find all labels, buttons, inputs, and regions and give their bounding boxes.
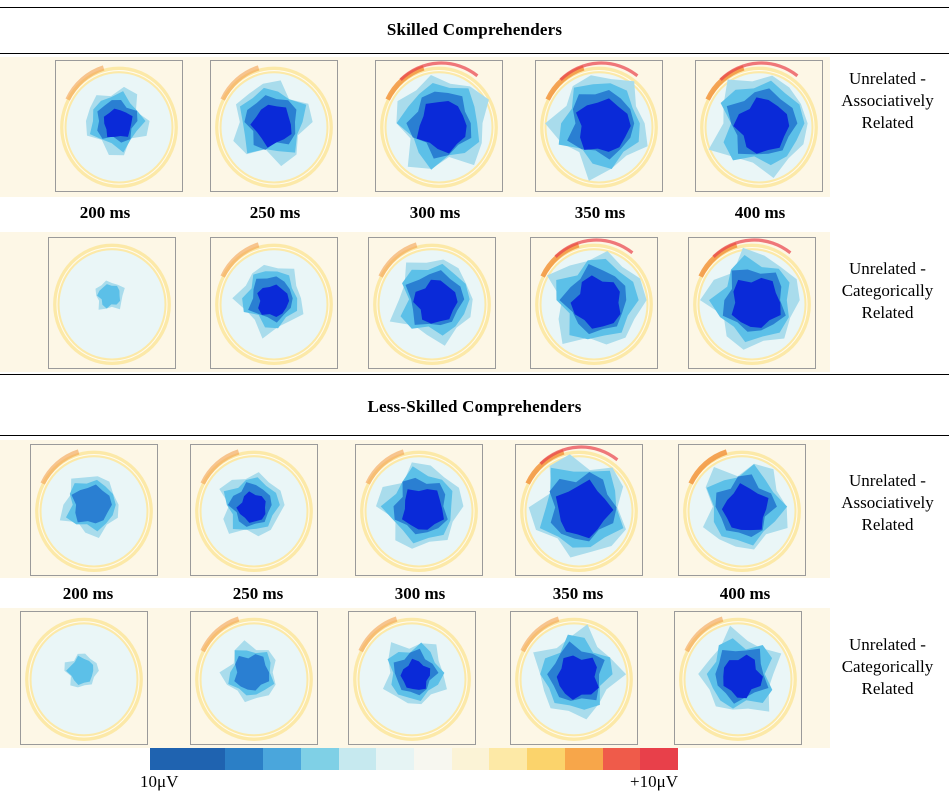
map-frame xyxy=(510,611,638,745)
top-rule xyxy=(0,7,949,8)
scale-swatch xyxy=(338,748,377,770)
time-label-400-skilled: 400 ms xyxy=(734,203,786,222)
condition-line3: Related xyxy=(861,113,914,132)
scale-swatch xyxy=(451,748,490,770)
map-frame xyxy=(530,237,658,369)
topographic-map xyxy=(674,611,802,745)
topographic-map xyxy=(510,611,638,745)
topographic-map xyxy=(190,444,318,576)
condition-line1: Unrelated - xyxy=(849,471,926,490)
map-frame xyxy=(20,611,148,745)
time-label-400-less: 400 ms xyxy=(719,584,771,603)
scale-swatch xyxy=(300,748,339,770)
map-frame xyxy=(688,237,816,369)
time-label-300-less: 300 ms xyxy=(394,584,446,603)
condition-label-skilled-assoc: Unrelated - Associatively Related xyxy=(826,68,949,134)
map-frame xyxy=(210,237,338,369)
scale-max-label: +10μV xyxy=(630,772,678,791)
condition-label-less-assoc: Unrelated - Associatively Related xyxy=(826,470,949,536)
condition-line2: Categorically xyxy=(841,281,934,300)
map-frame xyxy=(375,60,503,192)
topographic-map xyxy=(210,60,338,192)
scale-swatch xyxy=(150,748,188,770)
map-frame xyxy=(190,444,318,576)
map-frame xyxy=(368,237,496,369)
map-frame xyxy=(210,60,338,192)
topographic-map xyxy=(535,60,663,192)
topographic-map xyxy=(688,237,816,369)
scale-swatch xyxy=(640,748,679,770)
group-title-skilled: Skilled Comprehenders xyxy=(386,20,563,39)
scale-swatch xyxy=(376,748,415,770)
scale-swatch xyxy=(564,748,603,770)
topographic-map xyxy=(678,444,806,576)
topographic-map xyxy=(695,60,823,192)
scale-min-label: 10μV xyxy=(140,772,179,791)
topographic-map xyxy=(30,444,158,576)
scale-swatch xyxy=(414,748,452,770)
time-label-200-less: 200 ms xyxy=(62,584,114,603)
map-frame xyxy=(48,237,176,369)
map-frame xyxy=(355,444,483,576)
condition-line3: Related xyxy=(861,679,914,698)
scale-swatch xyxy=(225,748,264,770)
topographic-map xyxy=(20,611,148,745)
map-frame xyxy=(190,611,318,745)
topographic-map xyxy=(210,237,338,369)
map-frame xyxy=(678,444,806,576)
topographic-map xyxy=(48,237,176,369)
topographic-map xyxy=(348,611,476,745)
group-title-less-skilled: Less-Skilled Comprehenders xyxy=(367,397,582,416)
rule-skilled xyxy=(0,53,949,54)
condition-line1: Unrelated - xyxy=(849,635,926,654)
time-label-250-less: 250 ms xyxy=(232,584,284,603)
condition-line2: Associatively xyxy=(841,91,934,110)
scale-swatch xyxy=(263,748,301,770)
condition-label-skilled-categ: Unrelated - Categorically Related xyxy=(826,258,949,324)
map-frame xyxy=(695,60,823,192)
topographic-map xyxy=(515,444,643,576)
topographic-map xyxy=(55,60,183,192)
condition-line3: Related xyxy=(861,303,914,322)
topographic-map xyxy=(355,444,483,576)
map-frame xyxy=(674,611,802,745)
scale-swatch xyxy=(602,748,641,770)
scale-swatch xyxy=(187,748,226,770)
time-label-300-skilled: 300 ms xyxy=(409,203,461,222)
condition-label-less-categ: Unrelated - Categorically Related xyxy=(826,634,949,700)
time-label-250-skilled: 250 ms xyxy=(249,203,301,222)
topographic-map xyxy=(190,611,318,745)
map-frame xyxy=(30,444,158,576)
time-label-200-skilled: 200 ms xyxy=(79,203,131,222)
rule-middle xyxy=(0,374,949,375)
scale-swatch xyxy=(489,748,528,770)
map-frame xyxy=(348,611,476,745)
condition-line1: Unrelated - xyxy=(849,259,926,278)
condition-line2: Categorically xyxy=(841,657,934,676)
color-scale-bar xyxy=(150,748,679,770)
condition-line1: Unrelated - xyxy=(849,69,926,88)
map-frame xyxy=(535,60,663,192)
time-label-350-less: 350 ms xyxy=(552,584,604,603)
topographic-map xyxy=(368,237,496,369)
topographic-map xyxy=(375,60,503,192)
map-frame xyxy=(55,60,183,192)
topographic-map xyxy=(530,237,658,369)
condition-line3: Related xyxy=(861,515,914,534)
map-frame xyxy=(515,444,643,576)
scale-swatch xyxy=(527,748,565,770)
rule-less-skilled xyxy=(0,435,949,436)
time-label-350-skilled: 350 ms xyxy=(574,203,626,222)
condition-line2: Associatively xyxy=(841,493,934,512)
